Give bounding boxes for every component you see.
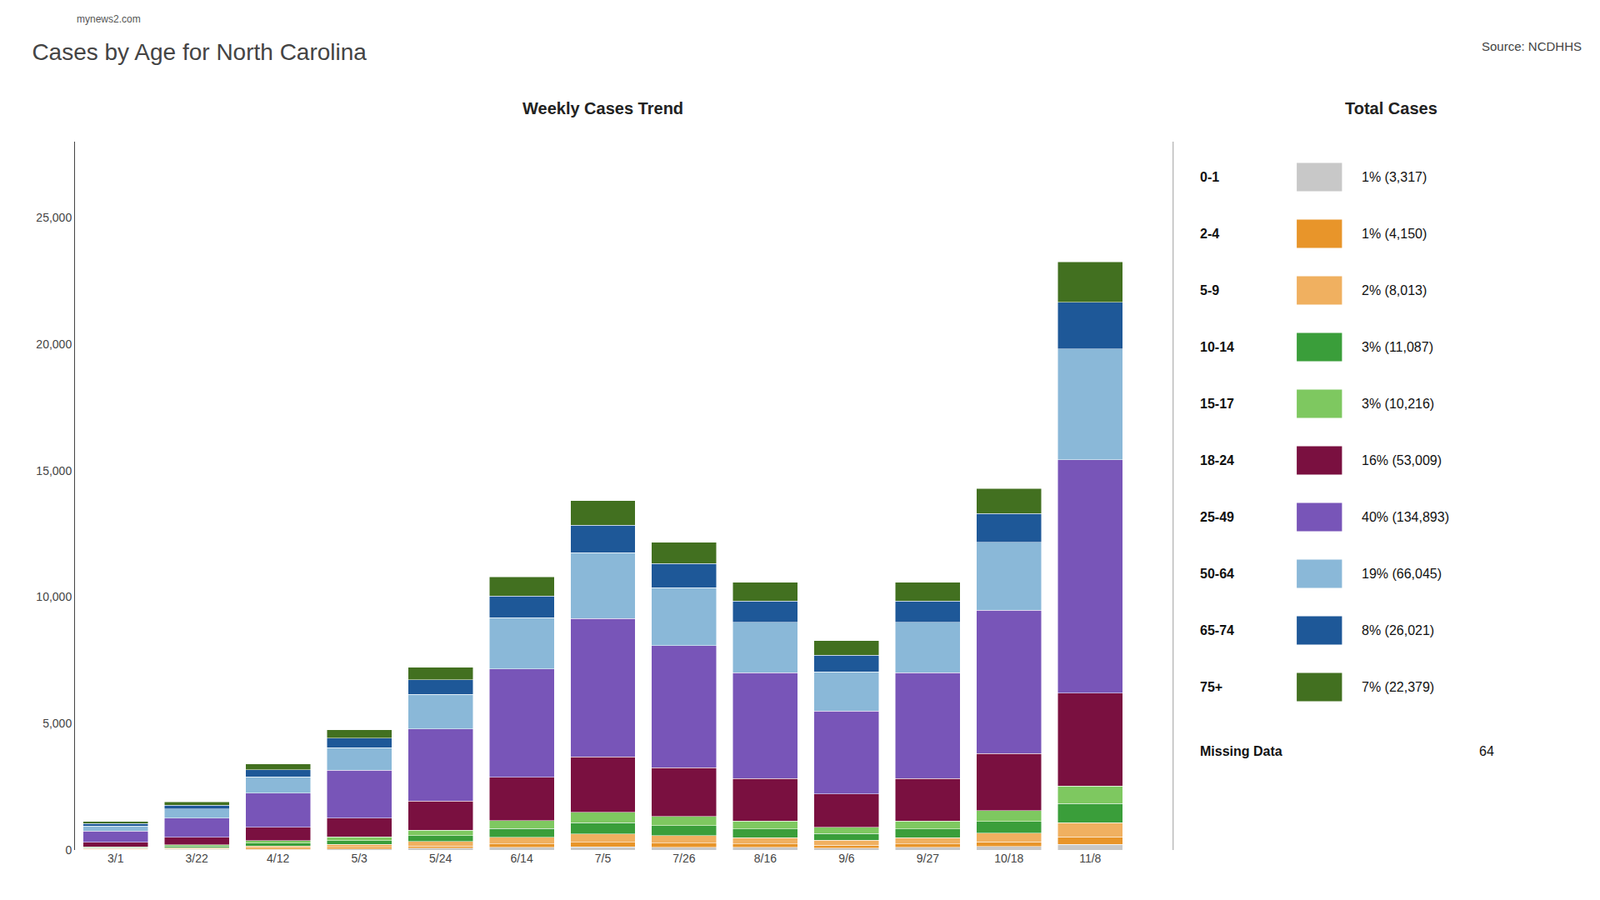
- svg-text:Missing Data: Missing Data: [1200, 744, 1283, 759]
- svg-text:75+: 75+: [1200, 680, 1223, 695]
- svg-text:Source: NCDHHS: Source: NCDHHS: [1481, 39, 1582, 54]
- svg-text:10-14: 10-14: [1200, 340, 1235, 355]
- svg-text:3% (10,216): 3% (10,216): [1361, 396, 1435, 411]
- svg-text:7/5: 7/5: [595, 851, 612, 865]
- svg-text:1% (3,317): 1% (3,317): [1361, 170, 1427, 185]
- svg-text:10/18: 10/18: [994, 851, 1024, 865]
- svg-text:3/1: 3/1: [107, 851, 125, 865]
- svg-text:mynews2.com: mynews2.com: [76, 13, 141, 25]
- svg-text:4/12: 4/12: [266, 851, 290, 865]
- svg-text:8/16: 8/16: [754, 851, 777, 865]
- svg-text:15,000: 15,000: [35, 464, 72, 478]
- svg-text:6/14: 6/14: [510, 851, 533, 865]
- svg-text:2-4: 2-4: [1200, 226, 1220, 241]
- svg-text:1% (4,150): 1% (4,150): [1361, 226, 1427, 241]
- svg-text:Total Cases: Total Cases: [1345, 99, 1438, 118]
- svg-text:0: 0: [65, 843, 72, 857]
- svg-text:9/27: 9/27: [916, 851, 940, 865]
- svg-text:7/26: 7/26: [672, 851, 695, 865]
- svg-text:5-9: 5-9: [1200, 283, 1220, 298]
- svg-text:3/22: 3/22: [185, 851, 209, 865]
- svg-text:40% (134,893): 40% (134,893): [1361, 510, 1450, 525]
- svg-text:25,000: 25,000: [35, 210, 72, 225]
- svg-text:65-74: 65-74: [1200, 623, 1235, 638]
- svg-text:64: 64: [1479, 744, 1495, 759]
- svg-text:11/8: 11/8: [1079, 851, 1101, 865]
- svg-text:5/24: 5/24: [429, 851, 452, 865]
- svg-text:16% (53,009): 16% (53,009): [1361, 453, 1442, 468]
- svg-text:5/3: 5/3: [350, 851, 368, 865]
- svg-text:Weekly Cases Trend: Weekly Cases Trend: [522, 99, 684, 118]
- svg-text:8% (26,021): 8% (26,021): [1361, 623, 1435, 638]
- svg-text:10,000: 10,000: [35, 590, 72, 604]
- svg-text:2% (8,013): 2% (8,013): [1361, 283, 1427, 298]
- svg-text:25-49: 25-49: [1200, 510, 1235, 525]
- svg-text:19% (66,045): 19% (66,045): [1361, 566, 1442, 581]
- svg-text:Cases by Age for North Carolin: Cases by Age for North Carolina: [31, 39, 367, 65]
- svg-text:0-1: 0-1: [1200, 170, 1220, 185]
- svg-text:50-64: 50-64: [1200, 566, 1235, 581]
- svg-text:15-17: 15-17: [1200, 396, 1235, 411]
- svg-text:3% (11,087): 3% (11,087): [1361, 340, 1434, 355]
- svg-text:20,000: 20,000: [35, 337, 72, 351]
- svg-text:9/6: 9/6: [838, 851, 855, 865]
- svg-text:18-24: 18-24: [1200, 453, 1235, 468]
- svg-text:5,000: 5,000: [42, 716, 72, 730]
- svg-text:7% (22,379): 7% (22,379): [1361, 680, 1435, 695]
